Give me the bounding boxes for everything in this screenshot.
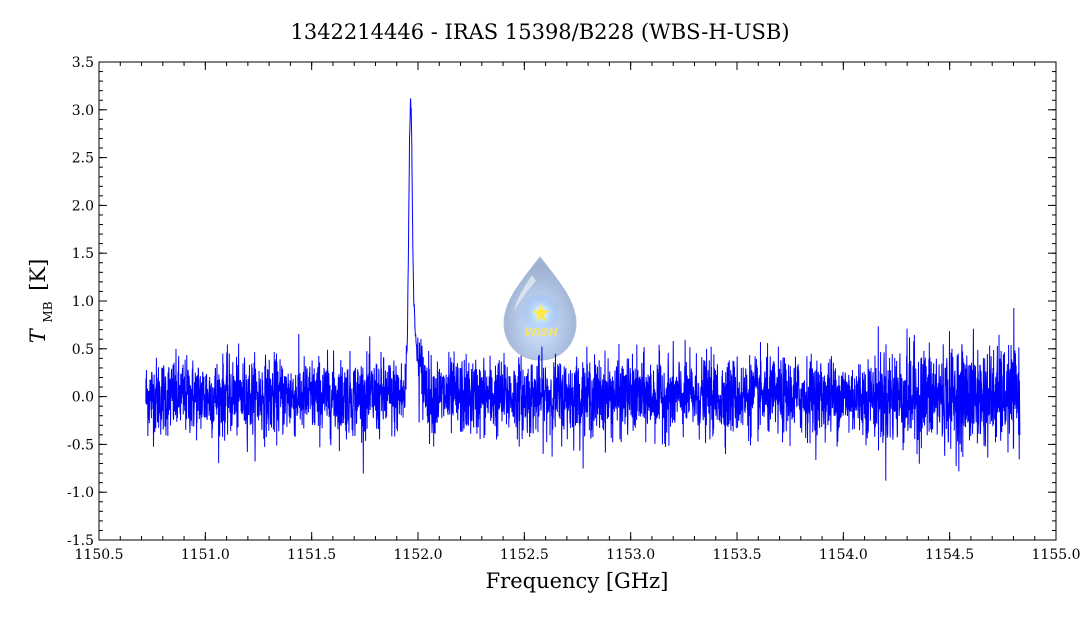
y-tick-label: 1.0 bbox=[72, 294, 94, 310]
x-tick-label: 1151.0 bbox=[181, 547, 230, 563]
x-tick-label: 1153.5 bbox=[713, 547, 762, 563]
y-tick-label: 2.5 bbox=[72, 151, 94, 167]
watermark-text: WISH bbox=[524, 326, 557, 339]
x-axis-label: Frequency [GHz] bbox=[486, 569, 669, 593]
y-axis-label: T MB [K] bbox=[26, 259, 57, 344]
x-tick-label: 1151.5 bbox=[287, 547, 336, 563]
svg-text:T MB [K]: T MB [K] bbox=[26, 259, 57, 344]
x-tick-label: 1152.0 bbox=[394, 547, 443, 563]
y-axis-label-main: T bbox=[26, 327, 50, 343]
y-tick-label: -1.5 bbox=[67, 533, 94, 549]
x-tick-label: 1152.5 bbox=[500, 547, 549, 563]
x-tick-label: 1150.5 bbox=[75, 547, 124, 563]
x-tick-label: 1155.0 bbox=[1032, 547, 1080, 563]
y-tick-label: 2.0 bbox=[72, 198, 94, 214]
chart-title: 1342214446 - IRAS 15398/B228 (WBS-H-USB) bbox=[290, 20, 789, 44]
x-tick-label: 1153.0 bbox=[606, 547, 655, 563]
y-tick-label: 0.0 bbox=[72, 390, 94, 406]
y-tick-label: 3.5 bbox=[72, 55, 94, 71]
y-tick-label: 0.5 bbox=[72, 342, 94, 358]
plot-frame bbox=[98, 61, 1057, 541]
watermark-logo: WISH bbox=[503, 256, 577, 361]
spectrum-series bbox=[145, 98, 1021, 481]
x-tick-label: 1154.5 bbox=[925, 547, 974, 563]
spectrum-line bbox=[145, 98, 1021, 481]
y-axis-label-unit: [K] bbox=[26, 259, 50, 291]
y-axis-label-sub: MB bbox=[41, 301, 55, 322]
y-tick-label: 1.5 bbox=[72, 246, 94, 262]
y-tick-label: 3.0 bbox=[72, 103, 94, 119]
y-tick-label: -1.0 bbox=[67, 485, 94, 501]
axis-ticks: 1150.5 1151.0 1151.5 1152.0 1152.5 1153.0 1153… bbox=[67, 55, 1080, 563]
x-tick-label: 1154.0 bbox=[819, 547, 868, 563]
y-tick-label: -0.5 bbox=[67, 437, 94, 453]
